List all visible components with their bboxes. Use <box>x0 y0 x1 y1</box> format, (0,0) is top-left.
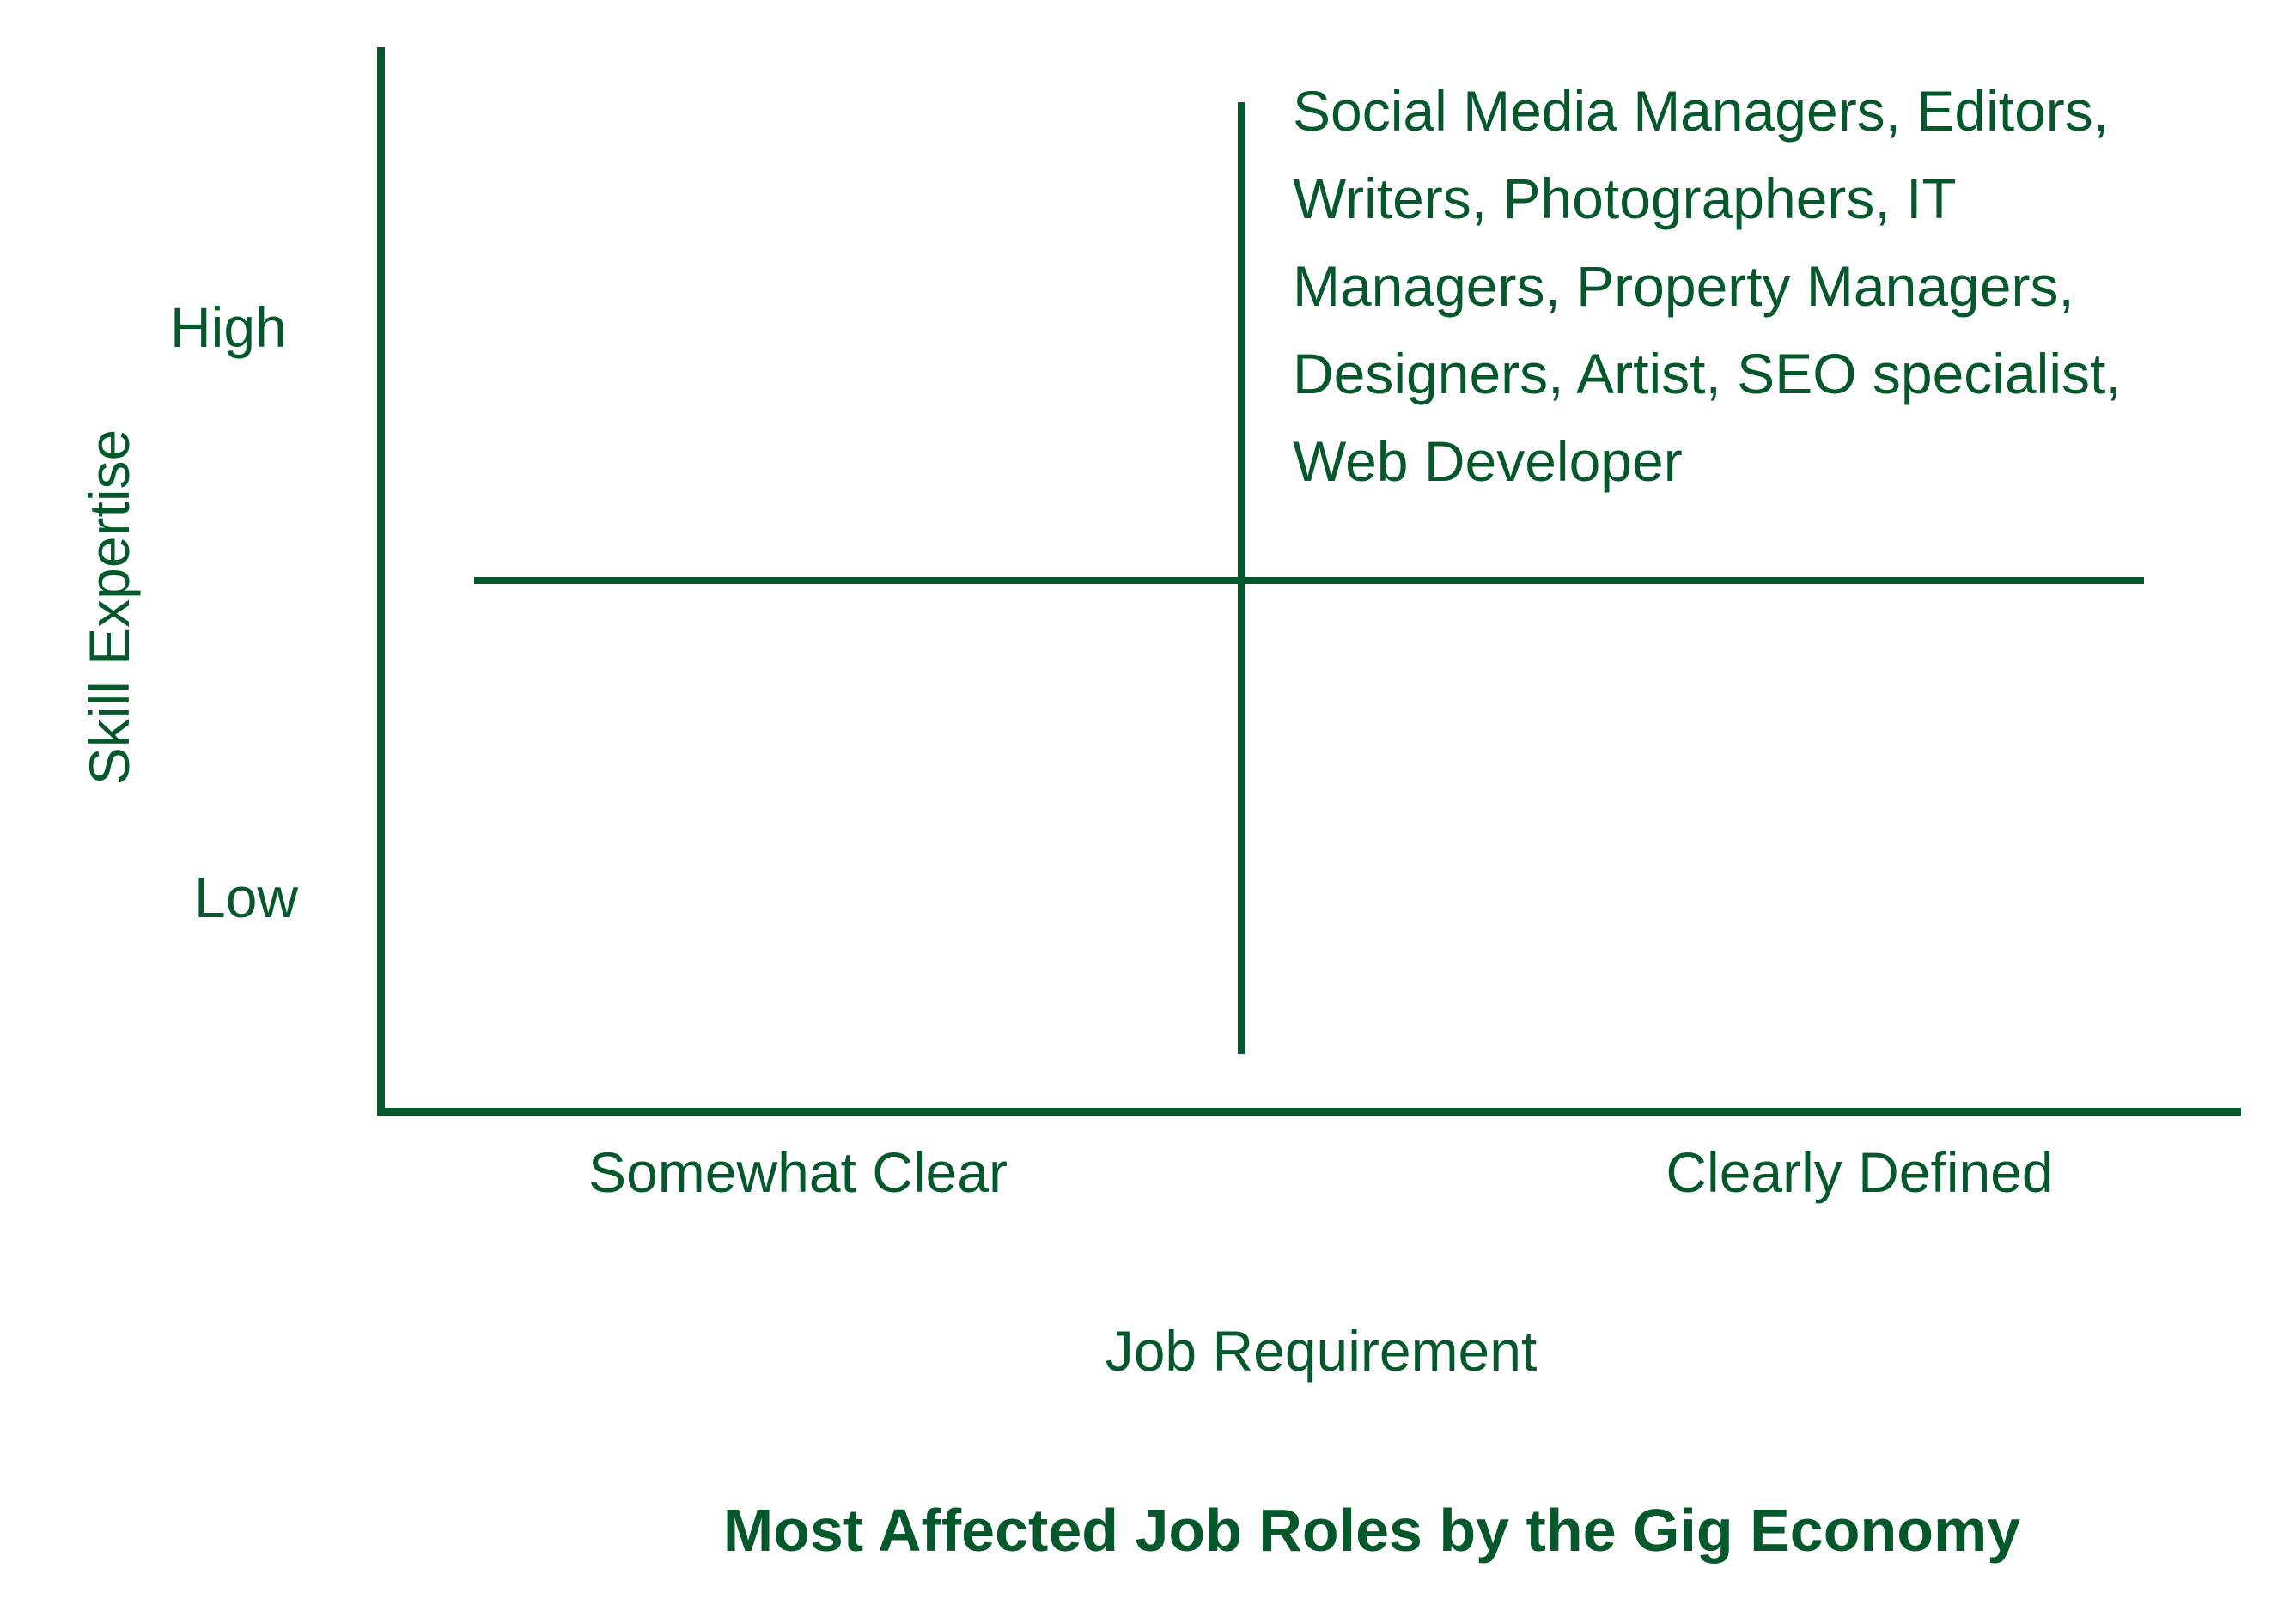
chart-title: Most Affected Job Roles by the Gig Econo… <box>722 1497 2021 1564</box>
x-tick-clearly-defined: Clearly Defined <box>1666 1140 2054 1204</box>
annotation-line: Managers, Property Managers, <box>1293 254 2074 318</box>
x-axis-title: Job Requirement <box>1105 1319 1538 1383</box>
annotation-line: Designers, Artist, SEO specialist, <box>1293 342 2122 405</box>
quadrant-divider-horizontal <box>474 577 2144 584</box>
y-axis-line <box>377 47 385 1116</box>
annotation-line: Social Media Managers, Editors, <box>1293 79 2110 143</box>
y-axis-title: Skill Expertise <box>77 429 141 786</box>
y-tick-low: Low <box>194 866 299 929</box>
x-axis-line <box>377 1108 2241 1116</box>
annotation-line: Writers, Photographers, IT <box>1293 167 1957 230</box>
annotation-line: Web Developer <box>1293 429 1683 493</box>
y-tick-high: High <box>170 295 287 359</box>
x-tick-somewhat-clear: Somewhat Clear <box>588 1140 1008 1204</box>
quadrant-annotation: Social Media Managers, Editors, Writers,… <box>1293 67 2122 505</box>
